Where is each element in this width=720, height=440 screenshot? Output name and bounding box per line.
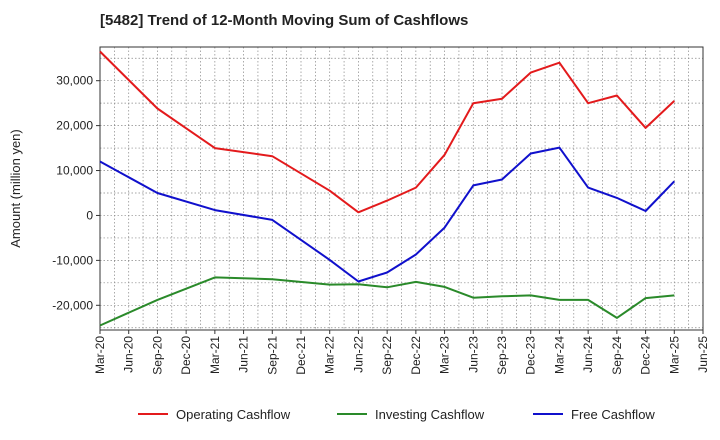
x-tick-label: Mar-23 bbox=[438, 336, 452, 374]
chart-title: [5482] Trend of 12-Month Moving Sum of C… bbox=[100, 12, 469, 29]
y-tick-label: 10,000 bbox=[56, 164, 93, 178]
x-tick-label: Jun-23 bbox=[466, 336, 480, 373]
series-line-3 bbox=[99, 146, 676, 283]
legend: Operating Cashflow Investing Cashflow Free… bbox=[138, 407, 655, 422]
x-tick-label: Sep-22 bbox=[380, 336, 394, 375]
plot-frame bbox=[99, 46, 704, 331]
series bbox=[99, 50, 676, 327]
x-tick-label: Dec-20 bbox=[179, 336, 193, 375]
axes: -20,000 -10,000 0 10,000 20,000 30,000 Mar-20 J… bbox=[8, 46, 710, 375]
x-tick-label: Sep-21 bbox=[265, 336, 279, 375]
x-tick-label: Mar-21 bbox=[208, 336, 222, 374]
y-axis-title: Amount (million yen) bbox=[8, 129, 23, 248]
x-tick-label: Dec-23 bbox=[524, 336, 538, 375]
x-tick-label: Jun-24 bbox=[581, 336, 595, 373]
x-tick-label: Jun-20 bbox=[122, 336, 136, 373]
legend-label: Free Cashflow bbox=[571, 407, 655, 422]
y-tick-label: 30,000 bbox=[56, 74, 93, 88]
x-tick-label: Mar-24 bbox=[552, 336, 566, 374]
series-line-1 bbox=[99, 50, 675, 214]
y-tick-label: 20,000 bbox=[56, 119, 93, 133]
legend-label: Investing Cashflow bbox=[375, 407, 485, 422]
y-tick-label: -10,000 bbox=[52, 253, 93, 267]
x-tick-label: Sep-24 bbox=[610, 336, 624, 375]
x-tick-label: Jun-21 bbox=[237, 336, 251, 373]
x-tick-label: Dec-22 bbox=[409, 336, 423, 375]
legend-label: Operating Cashflow bbox=[176, 407, 291, 422]
x-tick-label: Dec-21 bbox=[294, 336, 308, 375]
x-tick-label: Sep-23 bbox=[495, 336, 509, 375]
y-tick-label: 0 bbox=[86, 208, 93, 222]
x-tick-label: Mar-25 bbox=[667, 336, 681, 374]
x-tick-label: Mar-20 bbox=[93, 336, 107, 374]
x-tick-label: Jun-25 bbox=[696, 336, 710, 373]
x-tick-label: Jun-22 bbox=[351, 336, 365, 373]
series-line-2 bbox=[99, 276, 675, 327]
x-tick-label: Dec-24 bbox=[639, 336, 653, 375]
y-tick-label: -20,000 bbox=[52, 298, 93, 312]
x-tick-label: Mar-22 bbox=[323, 336, 337, 374]
x-tick-label: Sep-20 bbox=[150, 336, 164, 375]
